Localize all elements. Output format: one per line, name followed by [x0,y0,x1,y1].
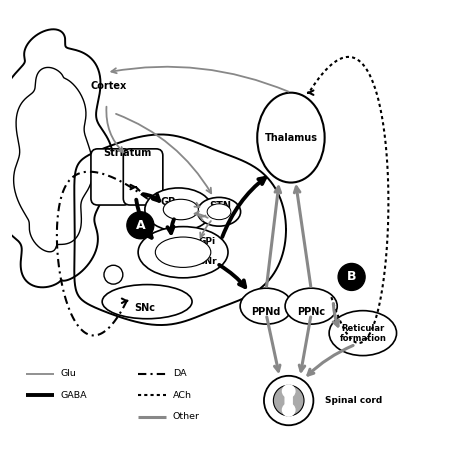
Text: Reticular
formation: Reticular formation [339,324,386,343]
Text: B: B [347,270,356,283]
Circle shape [264,376,313,425]
Ellipse shape [329,311,397,356]
Text: Other: Other [173,412,200,421]
Text: ACh: ACh [173,391,191,399]
Text: GPi
&
SNr: GPi & SNr [199,237,218,266]
Text: GABA: GABA [60,391,87,399]
Text: STN: STN [209,201,231,211]
Text: Glu: Glu [60,369,76,378]
Circle shape [273,385,304,416]
Ellipse shape [104,265,123,284]
Ellipse shape [102,284,192,319]
Circle shape [282,384,296,398]
Text: A: A [136,219,145,232]
Text: Striatum: Striatum [103,148,151,158]
Ellipse shape [257,93,325,182]
Text: SNc: SNc [134,303,155,313]
Ellipse shape [240,288,292,324]
Text: DA: DA [173,369,186,378]
Text: Thalamus: Thalamus [264,132,318,142]
Circle shape [282,403,296,417]
Ellipse shape [145,188,212,231]
Text: Spinal cord: Spinal cord [325,396,382,405]
FancyBboxPatch shape [91,149,130,205]
Ellipse shape [285,288,337,324]
Ellipse shape [138,227,228,278]
Text: GPe: GPe [161,197,182,207]
Ellipse shape [155,237,211,268]
Text: Cortex: Cortex [91,81,127,91]
FancyBboxPatch shape [284,386,293,415]
Text: PPNc: PPNc [297,307,325,317]
Ellipse shape [207,204,231,220]
Circle shape [338,263,365,290]
Ellipse shape [163,199,198,220]
FancyBboxPatch shape [123,149,163,205]
Text: PPNd: PPNd [252,307,281,317]
Circle shape [127,212,154,239]
Ellipse shape [198,197,241,226]
